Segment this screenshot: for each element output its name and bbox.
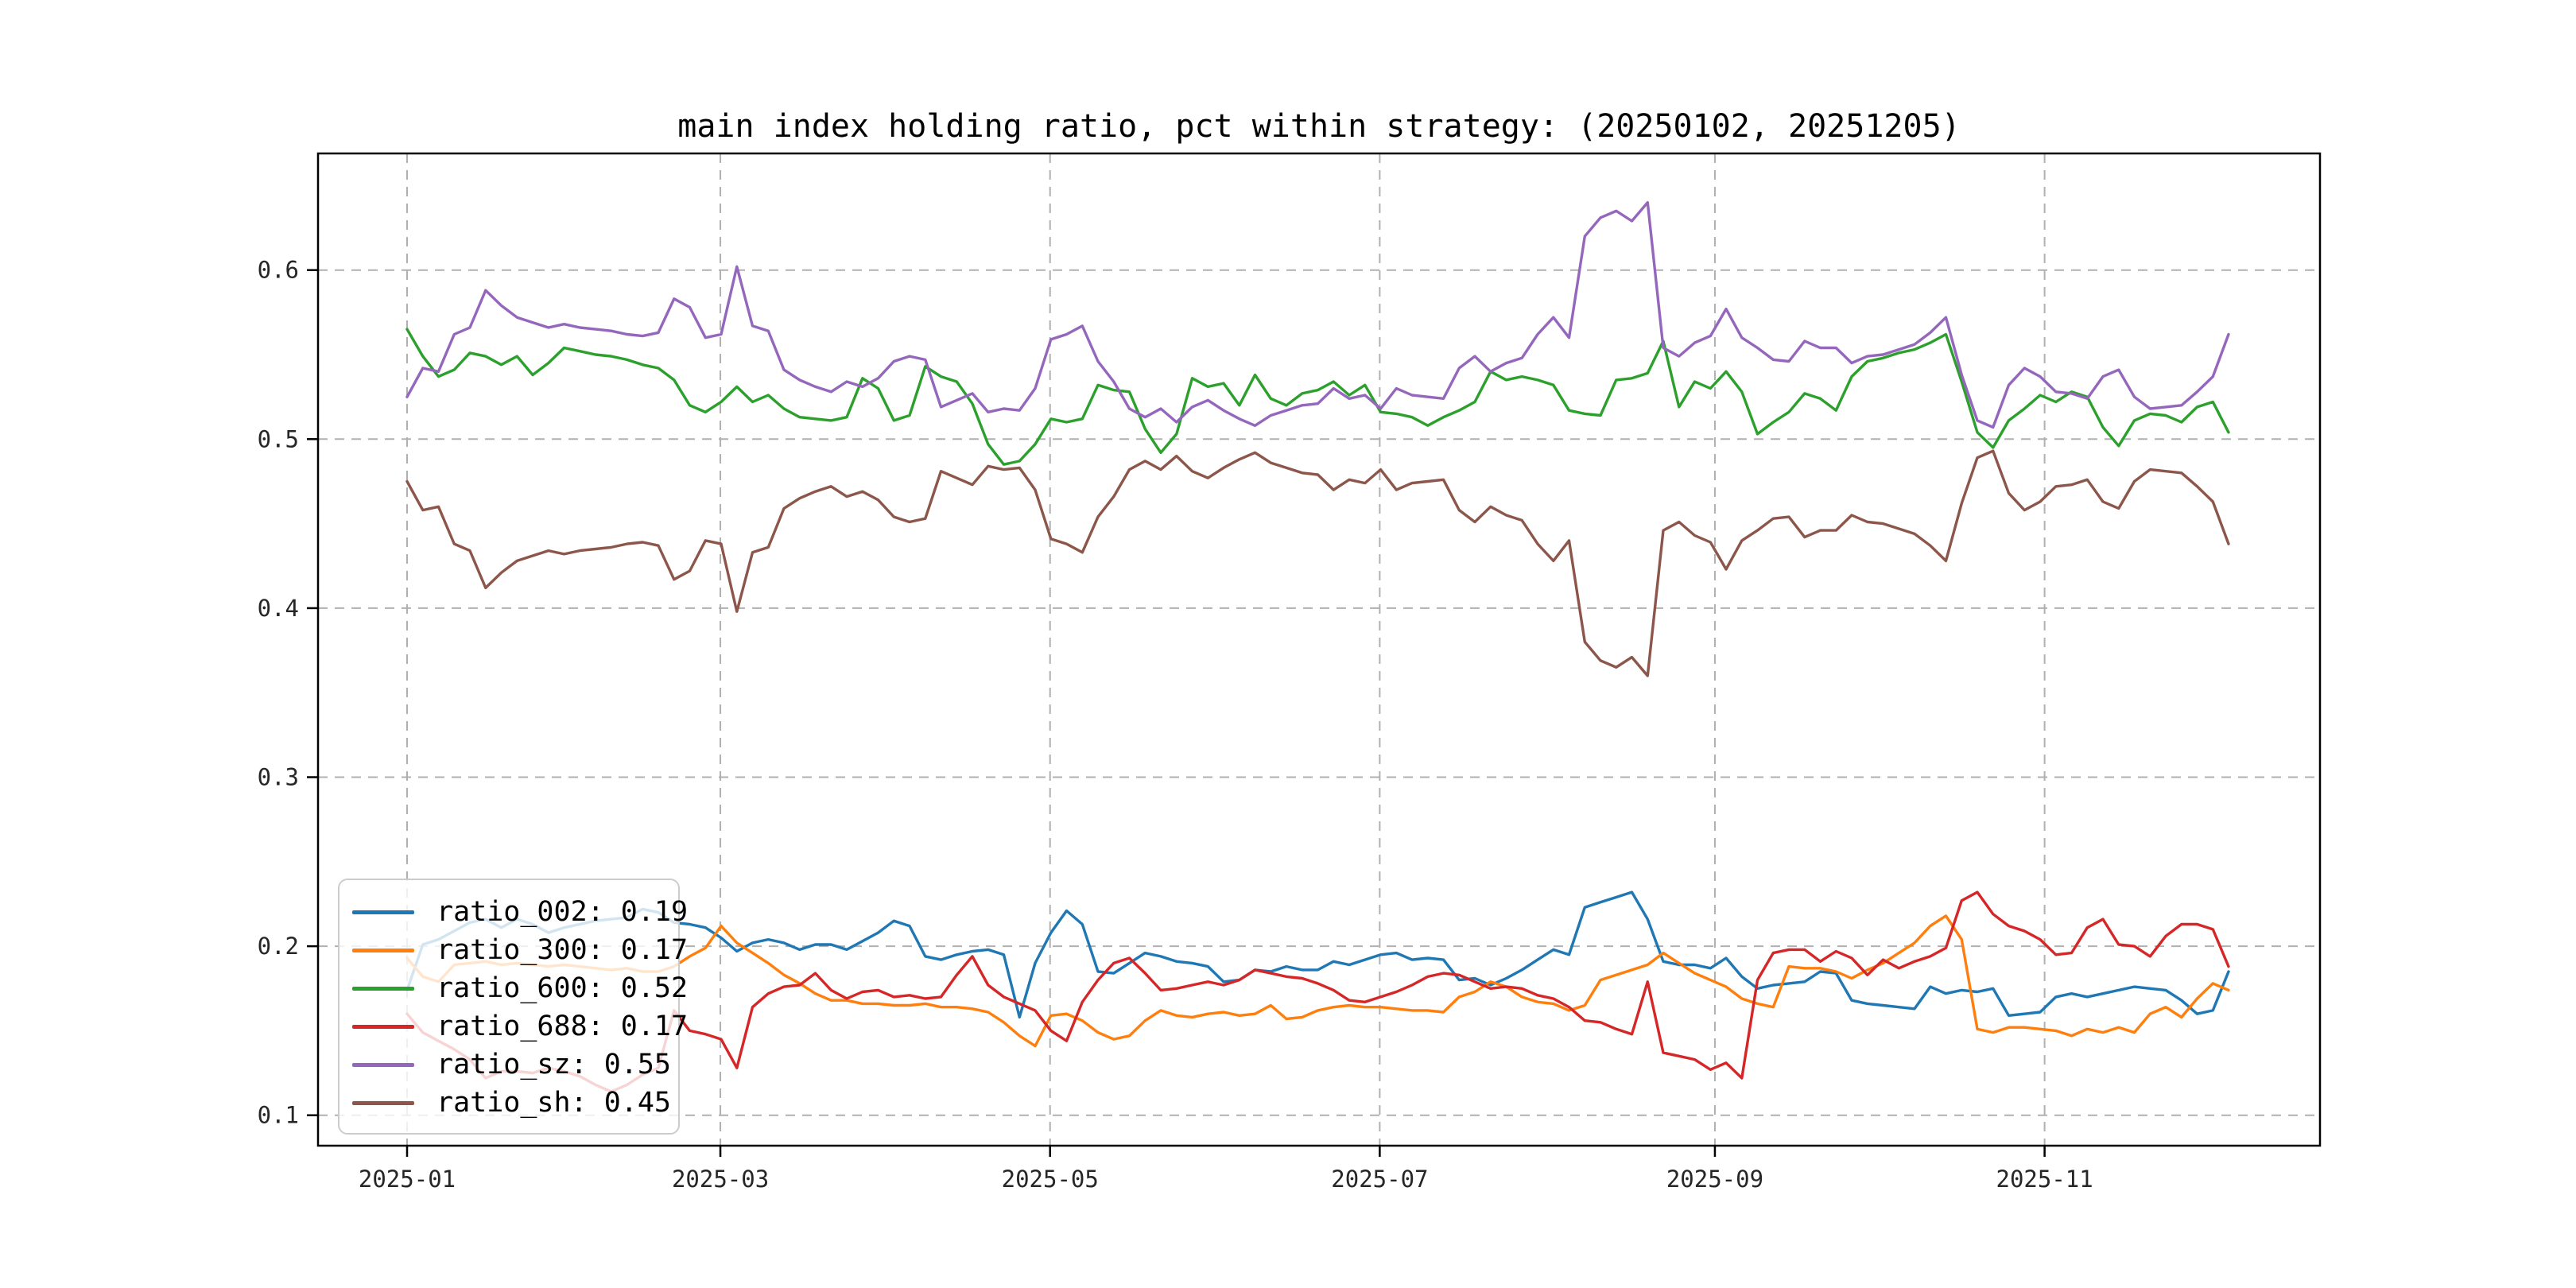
series-line-ratio_300 (405, 914, 2230, 1048)
x-tick-label: 2025-05 (1002, 1166, 1099, 1193)
x-tick-label: 2025-11 (1996, 1166, 2093, 1193)
legend-item-ratio_sz: ratio_sz: 0.55 (352, 1046, 671, 1084)
series-line-ratio_002 (405, 890, 2230, 1019)
axis-ticks (307, 269, 2046, 1157)
series-line-ratio_sh (405, 449, 2230, 677)
legend-line-swatch (352, 1100, 414, 1105)
legend-line-swatch (352, 1062, 414, 1067)
legend-item-ratio_600: ratio_600: 0.52 (352, 969, 688, 1007)
plot-frame (316, 152, 2322, 1147)
legend-line-swatch (352, 910, 414, 914)
y-tick-label: 0.3 (258, 764, 299, 791)
x-tick-label: 2025-09 (1666, 1166, 1763, 1193)
y-tick-label: 0.2 (258, 933, 299, 960)
x-tick-label: 2025-03 (672, 1166, 769, 1193)
x-tick-label: 2025-01 (359, 1166, 456, 1193)
legend-item-ratio_300: ratio_300: 0.17 (352, 931, 688, 969)
series-line-ratio_sz (405, 200, 2230, 429)
chart-title: main index holding ratio, pct within str… (677, 108, 1961, 145)
legend: ratio_002: 0.19 ratio_300: 0.17 ratio_600:… (338, 879, 688, 1135)
legend-label: ratio_300: 0.17 (436, 934, 689, 966)
axis-tick-labels: 2025-01 2025-03 2025-05 2025-07 2025-09 2025-… (258, 257, 2093, 1193)
y-tick-label: 0.1 (258, 1102, 299, 1129)
legend-label: ratio_688: 0.17 (436, 1011, 689, 1042)
series-lines (405, 200, 2230, 1093)
legend-line-swatch (352, 986, 414, 991)
x-tick-label: 2025-07 (1331, 1166, 1428, 1193)
y-tick-label: 0.6 (258, 257, 299, 284)
legend-label: ratio_002: 0.19 (436, 896, 689, 928)
legend-line-swatch (352, 948, 414, 952)
legend-label: ratio_600: 0.52 (436, 972, 689, 1004)
series-line-ratio_688 (405, 890, 2230, 1093)
legend-label: ratio_sh: 0.45 (436, 1087, 672, 1119)
series-line-ratio_600 (405, 328, 2230, 466)
legend-label: ratio_sz: 0.55 (436, 1049, 672, 1080)
legend-item-ratio_002: ratio_002: 0.19 (352, 893, 688, 931)
legend-line-swatch (352, 1024, 414, 1029)
y-tick-label: 0.5 (258, 425, 299, 452)
legend-item-ratio_sh: ratio_sh: 0.45 (352, 1084, 671, 1122)
legend-item-ratio_688: ratio_688: 0.17 (352, 1007, 688, 1046)
y-tick-label: 0.4 (258, 595, 299, 622)
